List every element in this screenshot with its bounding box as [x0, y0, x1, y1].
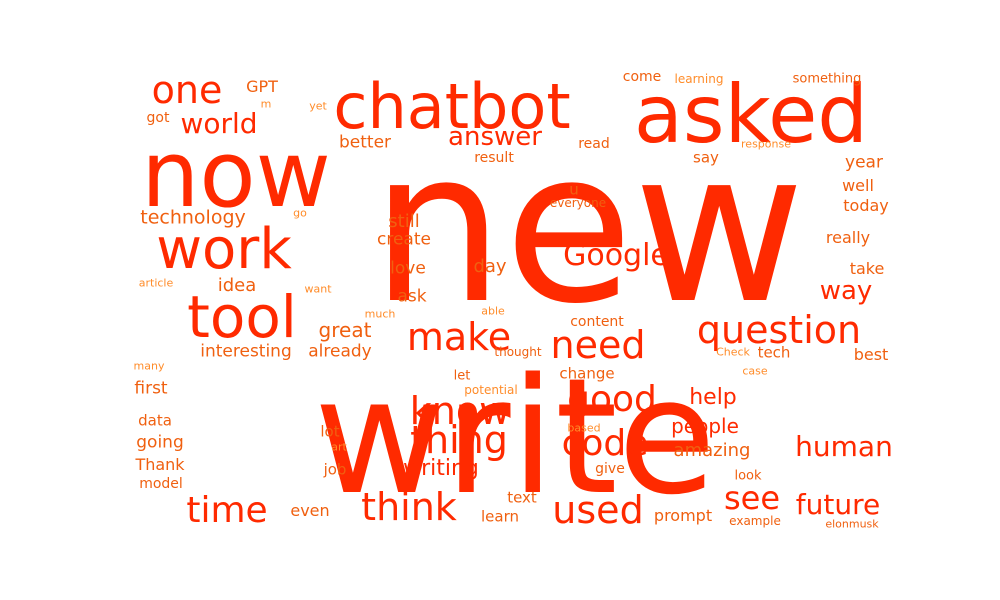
word-new: new: [370, 105, 806, 350]
word-question: question: [696, 308, 862, 352]
word-potential: potential: [464, 383, 518, 397]
word-model: model: [139, 476, 183, 492]
word-learn: learn: [481, 507, 519, 526]
word-GPT: GPT: [246, 77, 278, 96]
word-people: people: [671, 414, 739, 438]
word-content: content: [570, 314, 624, 330]
word-Check: Check: [716, 345, 750, 359]
word-let: let: [453, 368, 471, 384]
word-good: good: [567, 379, 657, 420]
word-technology: technology: [140, 206, 246, 229]
word-first: first: [134, 378, 168, 399]
word-thing: thing: [410, 418, 508, 462]
word-even: even: [290, 501, 330, 520]
word-m: m: [260, 97, 272, 111]
word-work: work: [156, 217, 292, 282]
word-able: able: [481, 304, 505, 318]
word-look: look: [734, 468, 762, 484]
word-want: want: [304, 282, 332, 296]
word-well: well: [842, 176, 874, 195]
word-see: see: [723, 479, 781, 517]
word-human: human: [795, 430, 893, 463]
word-yet: yet: [309, 99, 327, 113]
word-take: take: [849, 259, 885, 278]
word-ask: ask: [397, 286, 427, 307]
word-know: know: [409, 389, 511, 433]
word-already: already: [308, 341, 372, 362]
word-way: way: [819, 276, 873, 306]
word-used: used: [552, 488, 644, 532]
word-case: case: [742, 364, 768, 378]
word-day: day: [473, 256, 507, 277]
word-read: read: [578, 136, 610, 152]
word-create: create: [377, 229, 431, 250]
word-great: great: [318, 318, 372, 342]
word-best: best: [853, 345, 889, 364]
word-thought: thought: [494, 345, 542, 359]
word-example: example: [729, 514, 781, 528]
word-tool: tool: [187, 283, 297, 351]
word-elonmusk: elonmusk: [825, 517, 879, 531]
word-text: text: [507, 488, 537, 507]
word-interesting: interesting: [200, 341, 292, 362]
word-idea: idea: [217, 275, 257, 296]
word-one: one: [151, 68, 223, 112]
word-going: going: [136, 432, 184, 453]
word-give: give: [595, 461, 625, 477]
word-go: go: [293, 206, 307, 220]
word-help: help: [689, 385, 737, 410]
word-job: job: [323, 460, 347, 479]
word-u: u: [569, 180, 579, 199]
word-future: future: [795, 488, 881, 521]
word-something: something: [792, 71, 862, 87]
word-write: write: [313, 343, 717, 530]
word-need: need: [550, 323, 646, 367]
word-chatbot: chatbot: [333, 70, 571, 143]
word-many: many: [133, 359, 165, 373]
word-article: article: [138, 276, 174, 290]
word-time: time: [186, 490, 268, 531]
word-lot: lot: [320, 422, 340, 441]
word-year: year: [845, 152, 883, 173]
word-amazing: amazing: [673, 440, 751, 461]
word-think: think: [361, 485, 457, 529]
word-got: got: [146, 110, 170, 126]
word-result: result: [474, 150, 514, 166]
word-tech: tech: [757, 343, 791, 362]
word-learning: learning: [674, 72, 724, 86]
word-make: make: [406, 315, 512, 359]
word-asked: asked: [633, 68, 869, 161]
word-based: based: [567, 421, 601, 435]
word-data: data: [138, 411, 172, 430]
word-come: come: [622, 69, 662, 85]
word-still: still: [388, 211, 420, 232]
word-really: really: [825, 228, 871, 247]
word-change: change: [559, 364, 615, 383]
word-now: now: [141, 121, 331, 228]
word-code: code: [561, 423, 649, 464]
word-prompt: prompt: [653, 506, 713, 525]
word-Thank: Thank: [135, 455, 185, 474]
word-better: better: [338, 132, 392, 153]
word-everyone: everyone: [549, 196, 607, 210]
word-world: world: [180, 107, 258, 140]
word-today: today: [843, 196, 889, 215]
word-much: much: [364, 307, 396, 321]
word-love: love: [390, 258, 426, 279]
word-say: say: [693, 148, 719, 167]
word-response: response: [741, 137, 791, 151]
word-writing: writing: [403, 456, 479, 481]
word-art: art: [331, 440, 347, 454]
word-Google: Google: [563, 238, 669, 273]
word-answer: answer: [448, 122, 542, 152]
